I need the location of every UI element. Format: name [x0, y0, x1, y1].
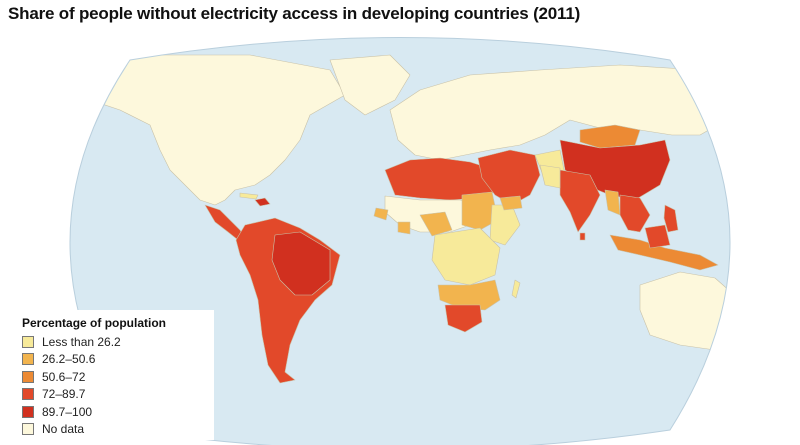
region-brazil — [271, 231, 331, 296]
region-north-america — [70, 54, 346, 206]
map-legend: Percentage of population Less than 26.2 … — [14, 310, 214, 440]
legend-swatch — [22, 335, 34, 348]
region-sudan — [461, 191, 499, 231]
legend-label: 50.6–72 — [42, 369, 86, 384]
region-nigeria — [419, 211, 453, 237]
region-cuba — [239, 192, 259, 200]
legend-swatch — [22, 370, 34, 383]
legend-item: 89.7–100 — [22, 403, 206, 421]
region-ghana — [397, 221, 411, 235]
legend-item: 50.6–72 — [22, 368, 206, 386]
legend-item: No data — [22, 421, 206, 439]
legend-label: 72–89.7 — [42, 387, 86, 402]
region-indochina — [619, 194, 651, 233]
region-central-africa — [431, 227, 501, 286]
map-title: Share of people without electricity acce… — [8, 4, 581, 23]
legend-title: Percentage of population — [22, 316, 167, 330]
legend-swatch — [22, 405, 34, 418]
world-map — [0, 28, 800, 445]
region-philippines — [663, 204, 679, 233]
region-new-zealand — [760, 345, 775, 372]
region-mongolia — [579, 124, 641, 149]
region-middle-east — [477, 149, 541, 206]
region-haiti — [254, 197, 271, 207]
region-southern-africa — [437, 279, 501, 311]
region-madagascar — [511, 279, 521, 299]
world-map-svg — [69, 37, 775, 445]
legend-label: 26.2–50.6 — [42, 352, 96, 367]
region-india — [559, 169, 601, 233]
region-pakistan — [539, 164, 561, 189]
legend-label: 89.7–100 — [42, 404, 93, 419]
legend-item: Less than 26.2 — [22, 333, 206, 351]
legend-item: 72–89.7 — [22, 386, 206, 404]
legend-swatch — [22, 353, 34, 366]
region-borneo — [644, 224, 671, 249]
region-greenland — [329, 54, 411, 116]
region-yemen — [499, 195, 523, 211]
legend-swatch — [22, 388, 34, 401]
legend-label: Less than 26.2 — [42, 334, 121, 349]
region-south-africa — [444, 304, 483, 333]
legend-label: No data — [42, 422, 85, 437]
legend-item: 26.2–50.6 — [22, 351, 206, 369]
legend-swatch — [22, 423, 34, 436]
region-sri-lanka — [579, 232, 586, 241]
region-senegal — [373, 207, 389, 221]
